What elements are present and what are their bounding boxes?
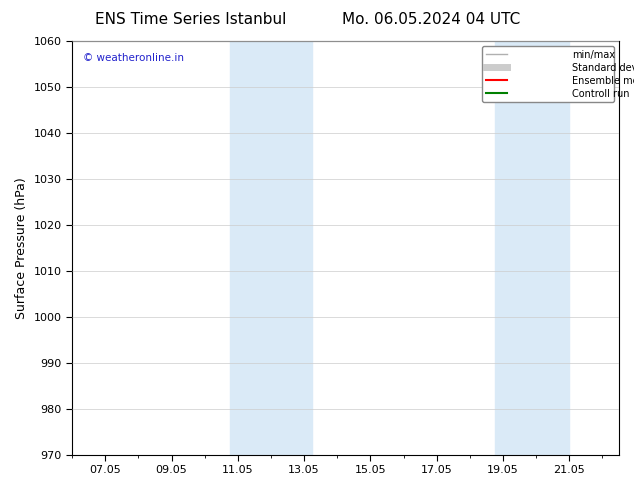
Y-axis label: Surface Pressure (hPa): Surface Pressure (hPa) xyxy=(15,177,28,318)
Legend: min/max, Standard deviation, Ensemble mean run, Controll run: min/max, Standard deviation, Ensemble me… xyxy=(482,46,614,102)
Text: Mo. 06.05.2024 04 UTC: Mo. 06.05.2024 04 UTC xyxy=(342,12,521,27)
Text: © weatheronline.in: © weatheronline.in xyxy=(83,53,184,64)
Bar xyxy=(495,41,569,455)
Text: ENS Time Series Istanbul: ENS Time Series Istanbul xyxy=(94,12,286,27)
Bar xyxy=(230,41,313,455)
